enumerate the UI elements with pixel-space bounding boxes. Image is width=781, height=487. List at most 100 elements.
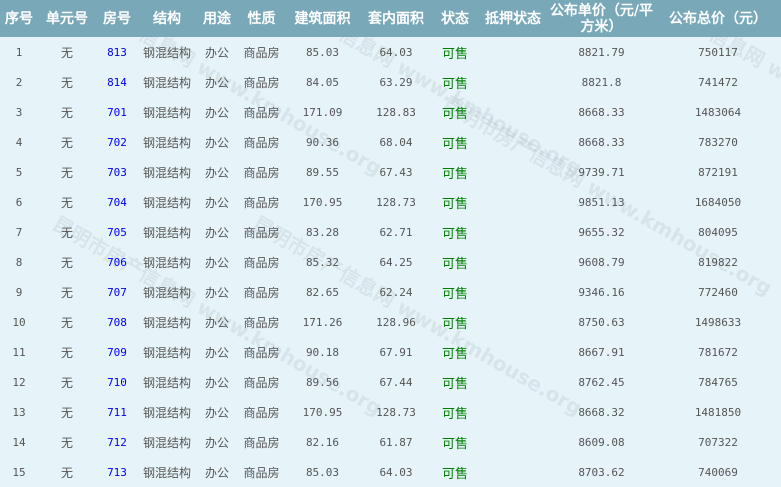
- cell-inner-area: 128.73: [376, 195, 416, 209]
- cell-no: 12: [12, 375, 26, 389]
- cell-status: 可售: [441, 136, 468, 152]
- cell-inner-area: 64.03: [379, 45, 413, 59]
- table-row: 11 无 709 钢混结构 办公 商品房 90.18 67.91 可售 8667.91 781672: [0, 337, 781, 367]
- cell-mortgage: [478, 217, 548, 247]
- cell-use: 办公: [204, 105, 229, 120]
- cell-no: 11: [12, 345, 26, 359]
- cell-inner-area: 62.71: [379, 225, 413, 239]
- cell-no: 15: [12, 465, 26, 479]
- cell-use: 办公: [204, 285, 229, 300]
- cell-mortgage: [478, 127, 548, 157]
- cell-mortgage: [478, 187, 548, 217]
- cell-total-price: 784765: [698, 375, 738, 389]
- cell-nature: 商品房: [243, 75, 280, 90]
- cell-room[interactable]: 708: [107, 315, 127, 329]
- cell-structure: 钢混结构: [142, 255, 191, 270]
- table-row: 7 无 705 钢混结构 办公 商品房 83.28 62.71 可售 9655.32 804095: [0, 217, 781, 247]
- cell-mortgage: [478, 247, 548, 277]
- cell-status: 可售: [441, 256, 468, 272]
- cell-use: 办公: [204, 165, 229, 180]
- cell-no: 5: [15, 165, 23, 179]
- cell-room[interactable]: 706: [107, 255, 127, 269]
- cell-room[interactable]: 713: [107, 465, 127, 479]
- cell-room[interactable]: 702: [107, 135, 127, 149]
- cell-room[interactable]: 701: [107, 105, 127, 119]
- cell-room[interactable]: 704: [107, 195, 127, 209]
- cell-inner-area: 67.91: [379, 345, 413, 359]
- cell-use: 办公: [204, 255, 229, 270]
- cell-no: 2: [15, 75, 23, 89]
- cell-unit: 无: [60, 195, 73, 210]
- cell-unit: 无: [60, 135, 73, 150]
- cell-unit: 无: [60, 285, 73, 300]
- cell-no: 9: [15, 285, 23, 299]
- cell-build-area: 89.56: [305, 375, 340, 389]
- cell-mortgage: [478, 307, 548, 337]
- table-row: 15 无 713 钢混结构 办公 商品房 85.03 64.03 可售 8703.62 740069: [0, 457, 781, 487]
- cell-room[interactable]: 813: [107, 45, 127, 59]
- cell-use: 办公: [204, 225, 229, 240]
- table-row: 5 无 703 钢混结构 办公 商品房 89.55 67.43 可售 9739.71 872191: [0, 157, 781, 187]
- cell-use: 办公: [204, 465, 229, 480]
- table-row: 2 无 814 钢混结构 办公 商品房 84.05 63.29 可售 8821.8 741472: [0, 67, 781, 97]
- cell-nature: 商品房: [243, 285, 280, 300]
- header-col-inner-area: 套内面积: [360, 0, 432, 37]
- cell-mortgage: [478, 427, 548, 457]
- cell-unit-price: 9851.13: [578, 195, 625, 209]
- cell-nature: 商品房: [243, 375, 280, 390]
- cell-unit: 无: [60, 105, 73, 120]
- cell-unit-price: 8821.79: [578, 45, 625, 59]
- cell-status: 可售: [441, 106, 468, 122]
- cell-total-price: 804095: [698, 225, 738, 239]
- cell-structure: 钢混结构: [142, 465, 191, 480]
- header-col-room: 房号: [96, 0, 138, 37]
- cell-inner-area: 61.87: [379, 435, 413, 449]
- cell-unit-price: 9346.16: [578, 285, 625, 299]
- cell-room[interactable]: 814: [107, 75, 127, 89]
- cell-status: 可售: [441, 76, 468, 92]
- cell-build-area: 171.09: [302, 105, 343, 119]
- cell-structure: 钢混结构: [142, 435, 191, 450]
- cell-total-price: 819822: [698, 255, 738, 269]
- cell-room[interactable]: 707: [107, 285, 127, 299]
- cell-total-price: 1498633: [694, 315, 742, 329]
- cell-structure: 钢混结构: [142, 345, 191, 360]
- cell-structure: 钢混结构: [142, 225, 191, 240]
- table-row: 9 无 707 钢混结构 办公 商品房 82.65 62.24 可售 9346.16 772460: [0, 277, 781, 307]
- cell-inner-area: 128.73: [376, 405, 416, 419]
- table-row: 14 无 712 钢混结构 办公 商品房 82.16 61.87 可售 8609.08 707322: [0, 427, 781, 457]
- cell-no: 14: [12, 435, 26, 449]
- cell-total-price: 772460: [698, 285, 738, 299]
- cell-room[interactable]: 705: [107, 225, 127, 239]
- cell-mortgage: [478, 157, 548, 187]
- cell-unit-price: 8821.8: [581, 75, 622, 89]
- cell-room[interactable]: 703: [107, 165, 127, 179]
- cell-room[interactable]: 710: [107, 375, 127, 389]
- cell-status: 可售: [441, 436, 468, 452]
- cell-nature: 商品房: [243, 105, 280, 120]
- cell-no: 4: [15, 135, 23, 149]
- cell-no: 3: [15, 105, 23, 119]
- cell-room[interactable]: 712: [107, 435, 127, 449]
- cell-structure: 钢混结构: [142, 105, 191, 120]
- cell-status: 可售: [441, 466, 468, 482]
- cell-mortgage: [478, 37, 548, 67]
- cell-unit-price: 8668.32: [578, 405, 625, 419]
- cell-build-area: 85.03: [305, 465, 340, 479]
- header-col-unit: 单元号: [38, 0, 96, 37]
- cell-nature: 商品房: [243, 405, 280, 420]
- table-row: 4 无 702 钢混结构 办公 商品房 90.36 68.04 可售 8668.33 783270: [0, 127, 781, 157]
- cell-unit-price: 9608.79: [578, 255, 625, 269]
- cell-unit-price: 8667.91: [578, 345, 625, 359]
- cell-unit: 无: [60, 435, 73, 450]
- cell-mortgage: [478, 97, 548, 127]
- cell-status: 可售: [441, 166, 468, 182]
- cell-status: 可售: [441, 346, 468, 362]
- cell-room[interactable]: 711: [107, 405, 127, 419]
- table-row: 10 无 708 钢混结构 办公 商品房 171.26 128.96 可售 8750.63 1498…: [0, 307, 781, 337]
- cell-no: 13: [12, 405, 26, 419]
- cell-structure: 钢混结构: [142, 165, 191, 180]
- cell-room[interactable]: 709: [107, 345, 127, 359]
- cell-total-price: 741472: [698, 75, 738, 89]
